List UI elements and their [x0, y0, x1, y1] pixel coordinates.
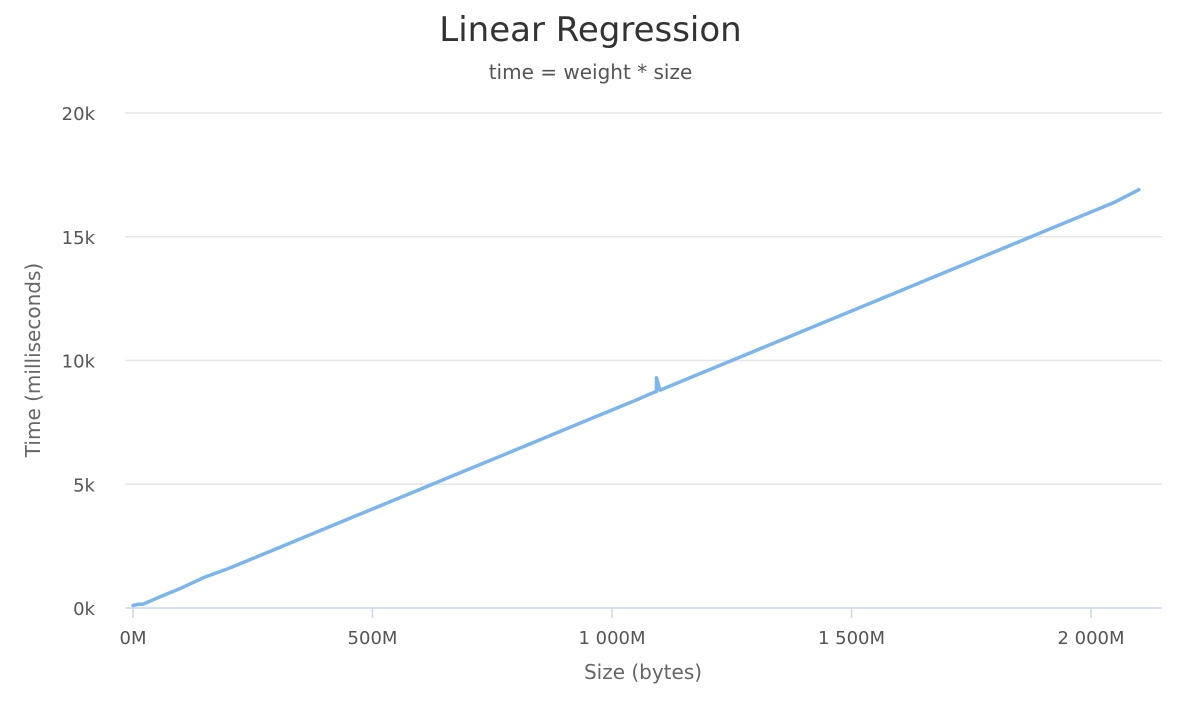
y-tick-label: 10k	[62, 352, 96, 373]
series-line	[131, 187, 1141, 608]
y-tick-label: 5k	[73, 475, 95, 496]
chart-subtitle: time = weight * size	[488, 60, 693, 84]
x-tick-label: 500M	[348, 628, 398, 649]
x-axis-title: Size (bytes)	[584, 660, 702, 684]
y-tick-label: 0k	[73, 599, 95, 620]
x-tick-label: 0M	[120, 628, 147, 649]
x-tick-label: 2 000M	[1057, 628, 1124, 649]
x-axis-ticks: 0M 500M 1 000M 1 500M 2 000M	[120, 608, 1125, 649]
y-tick-label: 20k	[62, 104, 96, 125]
series	[131, 187, 1141, 608]
chart-title: Linear Regression	[439, 10, 742, 50]
x-tick-label: 1 500M	[818, 628, 885, 649]
x-tick-label: 1 000M	[578, 628, 645, 649]
y-axis-title: Time (milliseconds)	[21, 263, 45, 458]
gridlines	[125, 112, 1162, 485]
y-tick-label: 15k	[62, 228, 96, 249]
y-axis-ticks: 0k 5k 10k 15k 20k	[62, 104, 96, 620]
